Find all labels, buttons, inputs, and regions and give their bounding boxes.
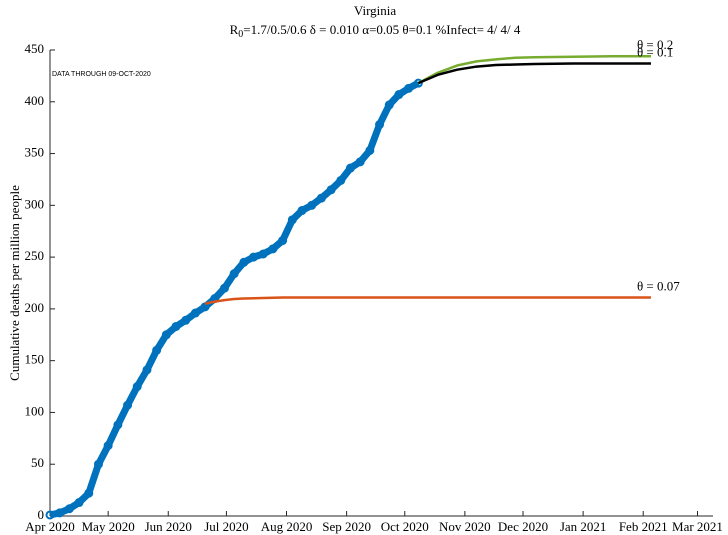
x-tick-label: Feb 2021 (619, 519, 668, 534)
chart-title: Virginia (354, 3, 397, 18)
data-point (297, 206, 307, 216)
series-label: θ = 0.07 (637, 278, 680, 293)
data-point (152, 345, 162, 355)
subtitle-subscript: 0 (238, 29, 243, 40)
data-point (316, 193, 326, 203)
y-tick-label: 150 (25, 352, 45, 367)
data-point (336, 175, 346, 185)
y-tick-label: 250 (25, 248, 45, 263)
y-tick-label: 200 (25, 300, 45, 315)
series-line (204, 296, 651, 305)
x-tick-label: Nov 2020 (439, 519, 491, 534)
data-point (45, 510, 55, 520)
series-line (417, 54, 651, 85)
data-point (278, 236, 288, 246)
data-point (287, 215, 297, 225)
data-point (365, 145, 375, 155)
y-tick-label: 450 (25, 41, 45, 56)
y-tick-label: 400 (25, 93, 45, 108)
x-tick-label: Mar 2021 (672, 519, 723, 534)
subtitle-part: R (230, 22, 239, 37)
x-tick-label: Jun 2020 (145, 519, 192, 534)
y-tick-label: 0 (38, 507, 45, 522)
data-point (394, 90, 404, 100)
data-point (249, 252, 259, 262)
data-point (326, 185, 336, 195)
data-point (190, 308, 200, 318)
data-point (142, 365, 152, 375)
x-tick-label: May 2020 (82, 519, 135, 534)
y-axis-label: Cumulative deaths per million people (7, 185, 22, 381)
subtitle-part: =1.7/0.5/0.6 δ = 0.010 α=0.05 θ=0.1 %Inf… (243, 22, 521, 37)
y-tick-label: 100 (25, 403, 45, 418)
data-point (113, 420, 123, 430)
data-point (64, 504, 74, 514)
series-line (417, 62, 651, 85)
data-point (219, 283, 229, 293)
x-tick-label: Jan 2021 (560, 519, 607, 534)
chart-subtitle: R0=1.7/0.5/0.6 δ = 0.010 α=0.05 θ=0.1 %I… (230, 22, 521, 40)
y-tick-label: 350 (25, 145, 45, 160)
data-point (161, 330, 171, 340)
data-point (345, 163, 355, 173)
y-tick-label: 50 (31, 455, 44, 470)
data-point (55, 508, 65, 518)
data-point (93, 459, 103, 469)
data-point (181, 315, 191, 325)
data-point (103, 441, 113, 451)
series-label: θ = 0.1 (637, 44, 673, 59)
data-point (258, 249, 268, 259)
data-point (171, 321, 181, 331)
series-label: θ = 0.2 (637, 37, 673, 52)
x-tick-label: Dec 2020 (498, 519, 548, 534)
data-point (74, 498, 84, 508)
x-tick-label: Oct 2020 (381, 519, 429, 534)
data-point (84, 488, 94, 498)
data-point (268, 244, 278, 254)
data-point (384, 100, 394, 110)
data-point (375, 120, 385, 130)
data-point (239, 257, 249, 267)
data-point (123, 400, 133, 410)
x-tick-label: Sep 2020 (322, 519, 371, 534)
x-tick-label: Apr 2020 (25, 519, 74, 534)
y-tick-label: 300 (25, 196, 45, 211)
x-tick-label: Aug 2020 (261, 519, 313, 534)
data-point (355, 157, 365, 167)
data-point (132, 382, 142, 392)
data-point (413, 78, 423, 88)
annotation: DATA THROUGH 09-OCT-2020 (52, 71, 151, 78)
data-point (229, 269, 239, 279)
data-point (404, 83, 414, 93)
x-tick-label: Jul 2020 (204, 519, 248, 534)
data-point (307, 200, 317, 210)
